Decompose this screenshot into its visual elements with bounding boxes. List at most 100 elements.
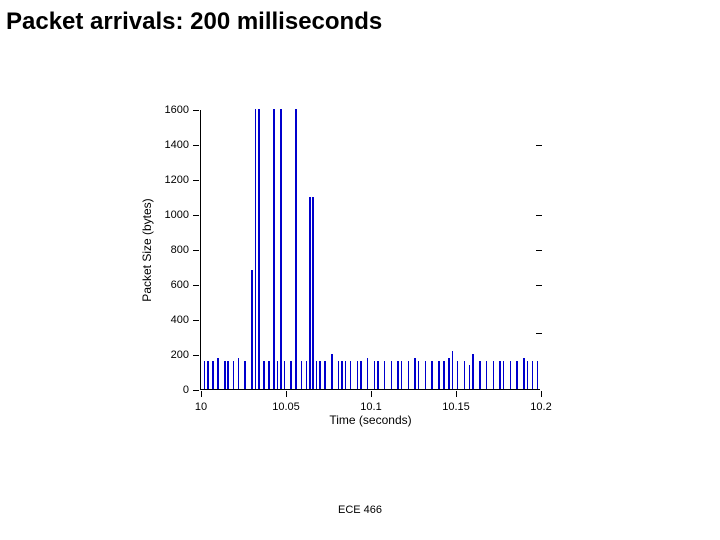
packet-bar [408, 361, 410, 389]
packet-bar [401, 361, 403, 389]
y-tick [193, 110, 199, 111]
y-tick [193, 355, 199, 356]
packet-bar [472, 354, 474, 389]
right-tick [536, 250, 542, 251]
packet-bar [499, 361, 501, 389]
x-tick [286, 391, 287, 397]
packet-bar [341, 361, 343, 389]
x-axis-label: Time (seconds) [329, 413, 411, 427]
packet-bar [523, 358, 525, 390]
y-tick [193, 320, 199, 321]
packet-bar [448, 358, 450, 390]
packet-bar [238, 358, 240, 390]
packet-bar [510, 361, 512, 389]
packet-bar [493, 361, 495, 389]
packet-bar [377, 361, 379, 389]
packet-bar [397, 361, 399, 389]
x-tick-label: 10 [195, 401, 207, 413]
packet-bar [244, 361, 246, 389]
packet-bar [263, 361, 265, 389]
packet-bar [212, 361, 214, 389]
packet-bar [479, 361, 481, 389]
packet-bar [224, 361, 226, 389]
packet-arrivals-chart: Packet Size (bytes) Time (seconds) 02004… [130, 100, 560, 430]
packet-bar [418, 361, 420, 389]
packet-bar [469, 365, 471, 390]
y-tick-label: 1200 [165, 174, 189, 186]
right-tick [536, 215, 542, 216]
packet-bar [360, 361, 362, 389]
x-tick-label: 10.1 [360, 401, 381, 413]
y-axis-label: Packet Size (bytes) [140, 198, 154, 301]
y-tick-label: 1000 [165, 209, 189, 221]
packet-bar [503, 361, 505, 389]
page-title: Packet arrivals: 200 milliseconds [6, 8, 382, 36]
x-tick [371, 391, 372, 397]
packet-bar [324, 361, 326, 389]
packet-bar [251, 270, 253, 389]
packet-bar [331, 354, 333, 389]
packet-bar [301, 361, 303, 389]
packet-bar [338, 361, 340, 389]
packet-bar [345, 361, 347, 389]
packet-bar [204, 361, 206, 389]
y-tick [193, 180, 199, 181]
footer-text: ECE 466 [338, 504, 382, 516]
packet-bar [452, 351, 454, 390]
packet-bar [414, 358, 416, 390]
right-tick [536, 285, 542, 286]
y-tick-label: 200 [171, 349, 189, 361]
packet-bar [438, 361, 440, 389]
packet-bar [537, 361, 539, 389]
right-tick [536, 333, 542, 334]
y-tick-label: 400 [171, 314, 189, 326]
packet-bar [233, 361, 235, 389]
packet-bar [227, 361, 229, 389]
packet-bar [284, 361, 286, 389]
packet-bar [384, 361, 386, 389]
packet-bar [457, 361, 459, 389]
y-tick-label: 1400 [165, 139, 189, 151]
x-tick-label: 10.2 [530, 401, 551, 413]
right-tick [536, 145, 542, 146]
packet-bar [290, 361, 292, 389]
packet-bar [431, 361, 433, 389]
packet-bar [532, 361, 534, 389]
packet-bar [319, 361, 321, 389]
packet-bar [309, 197, 311, 390]
x-tick [201, 391, 202, 397]
x-tick [541, 391, 542, 397]
packet-bar [273, 109, 275, 389]
packet-bar [316, 361, 318, 389]
packet-bar [350, 361, 352, 389]
packet-bar [277, 361, 279, 389]
packet-bar [268, 361, 270, 389]
packet-bar [425, 361, 427, 389]
packet-bar [295, 109, 297, 389]
y-tick-label: 800 [171, 244, 189, 256]
packet-bar [280, 109, 282, 389]
packet-bar [306, 361, 308, 389]
y-tick [193, 215, 199, 216]
y-tick [193, 145, 199, 146]
y-tick-label: 1600 [165, 104, 189, 116]
x-tick [456, 391, 457, 397]
packet-bar [217, 358, 219, 390]
y-tick [193, 285, 199, 286]
packet-bar [255, 109, 257, 389]
packet-bar [367, 358, 369, 390]
y-tick-label: 600 [171, 279, 189, 291]
packet-bar [464, 361, 466, 389]
y-tick [193, 250, 199, 251]
packet-bar [312, 197, 314, 390]
packet-bar [357, 361, 359, 389]
packet-bar [207, 361, 209, 389]
plot-area: Packet Size (bytes) Time (seconds) 02004… [200, 110, 540, 390]
y-tick [193, 390, 199, 391]
packet-bar [516, 361, 518, 389]
packet-bar [443, 361, 445, 389]
packet-bar [258, 109, 260, 389]
packet-bar [486, 361, 488, 389]
packet-bar [527, 361, 529, 389]
x-tick-label: 10.05 [272, 401, 300, 413]
